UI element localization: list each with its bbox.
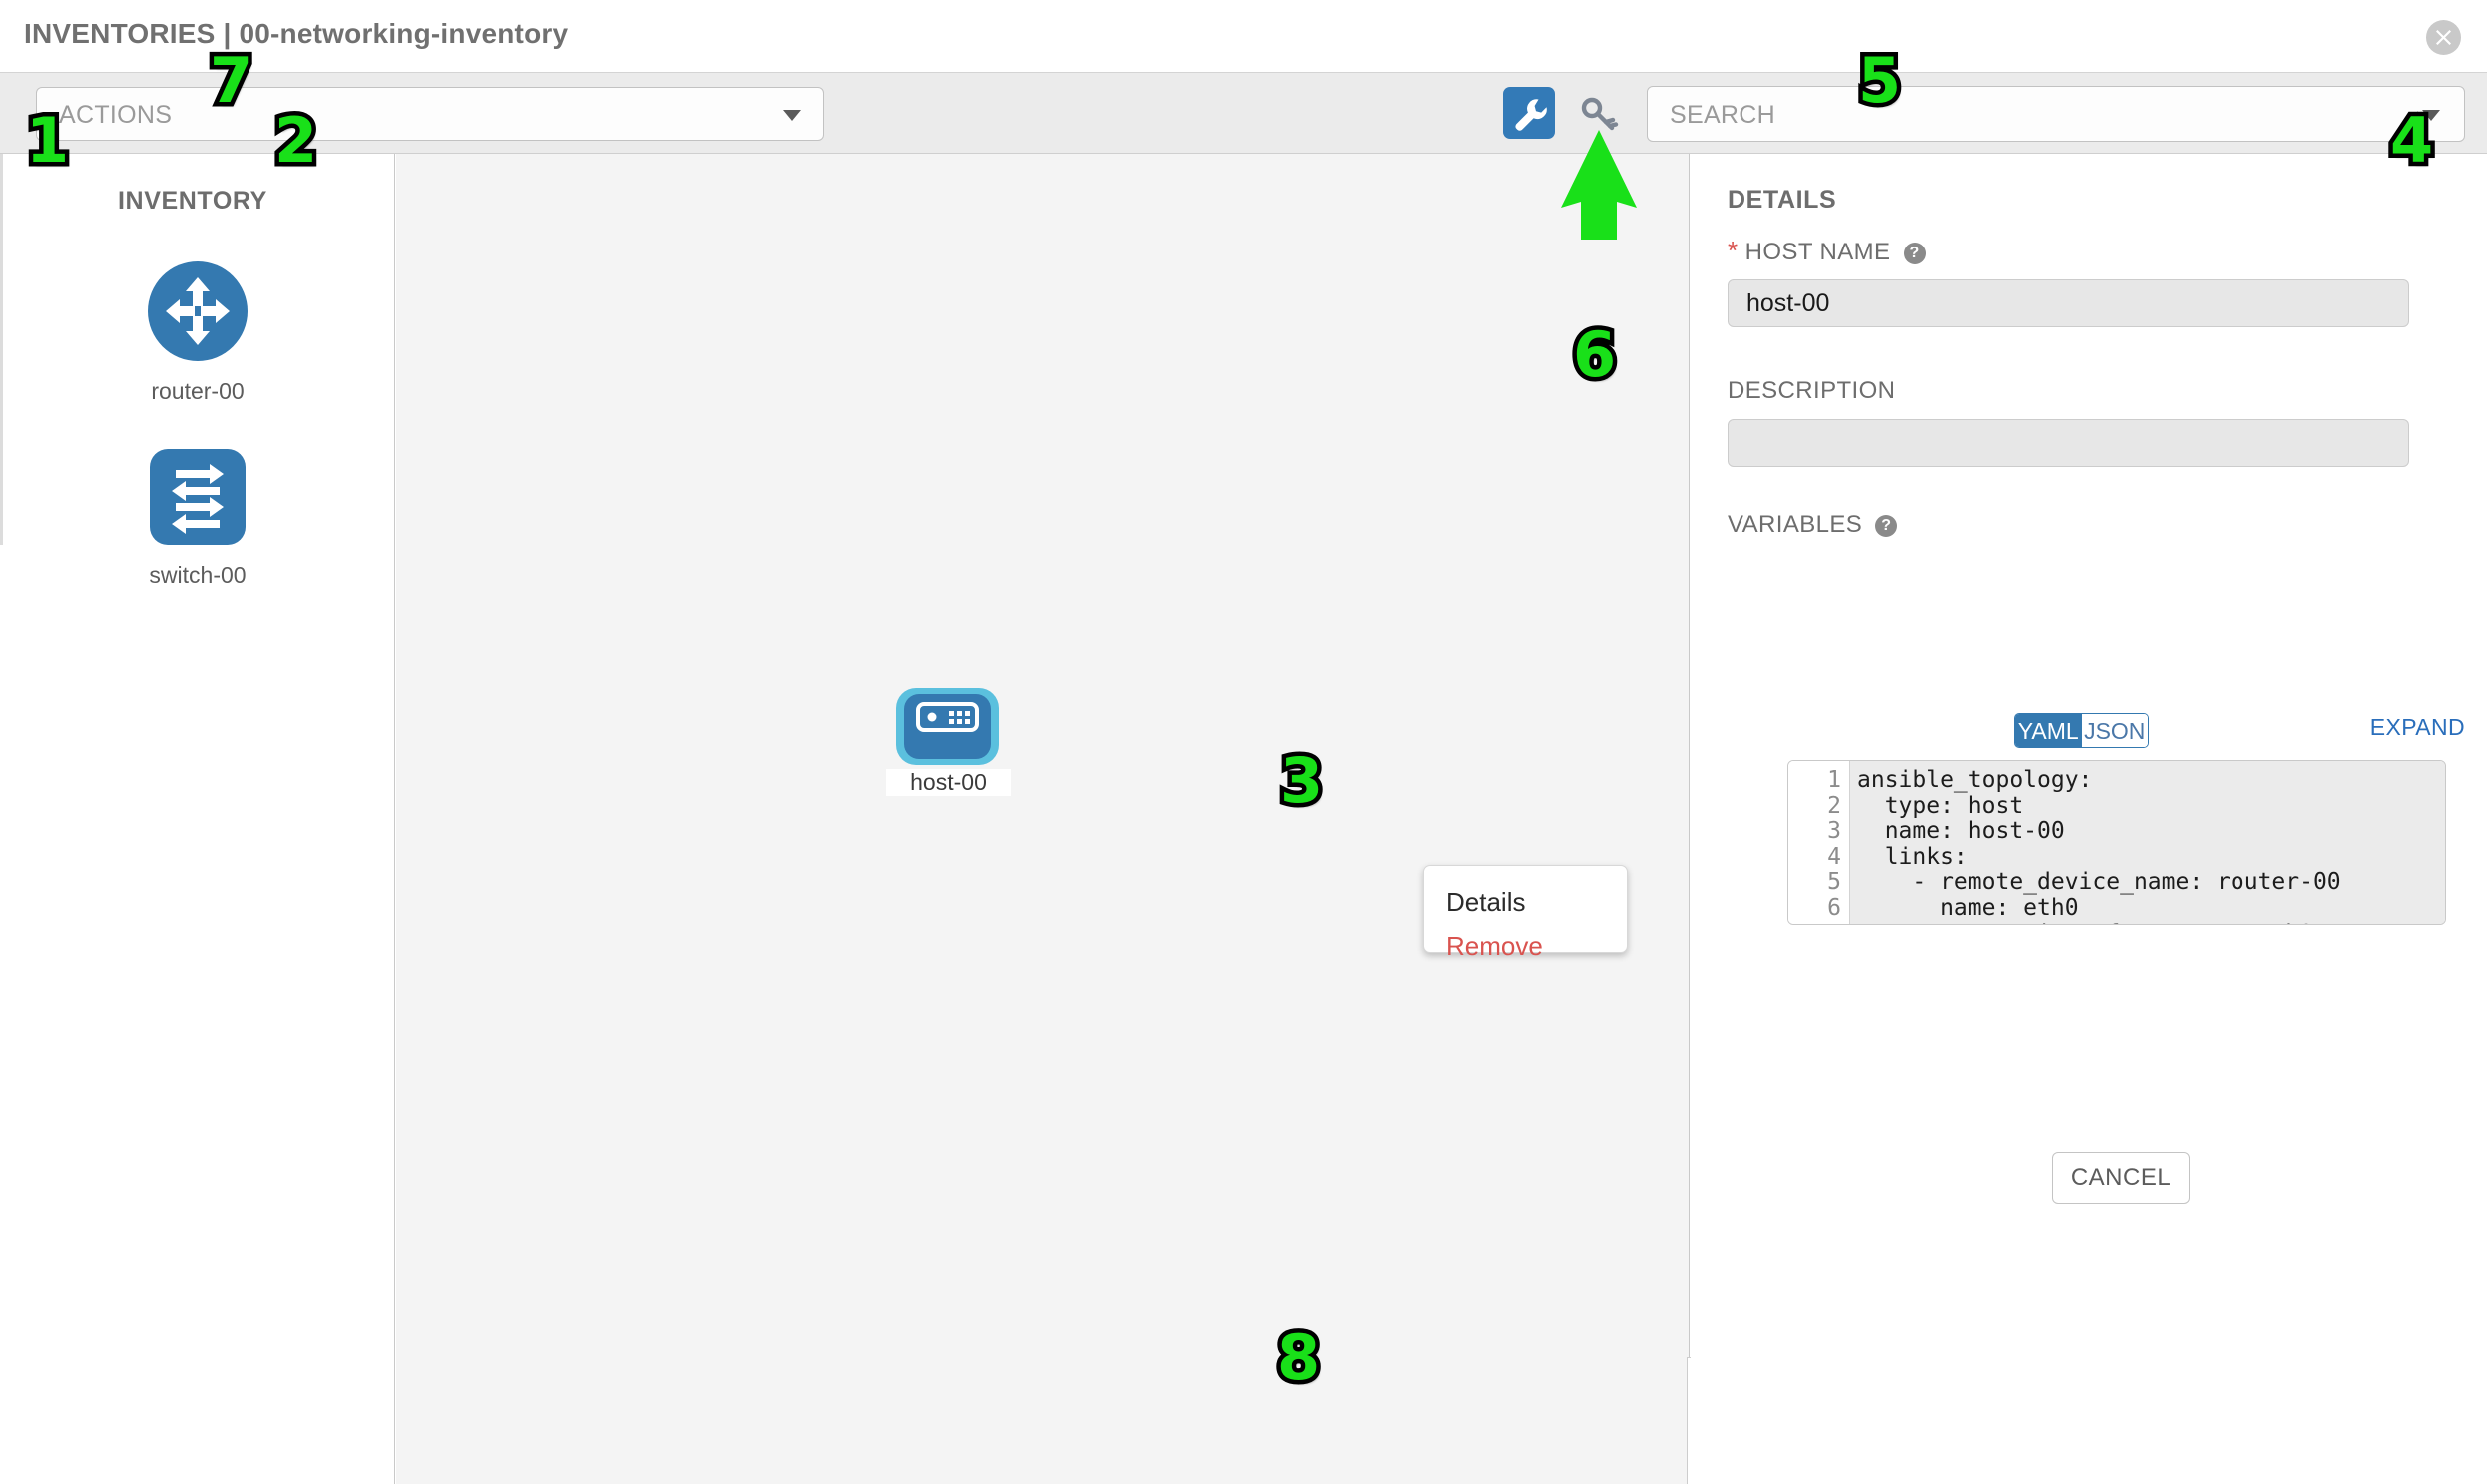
inventory-panel-title: INVENTORY — [118, 187, 267, 215]
inventory-item-router[interactable]: router-00 — [0, 261, 395, 405]
code-line: remote_interface_name: eth0 — [1857, 921, 2445, 924]
line-number: 5 — [1827, 869, 1841, 896]
line-number: 6 — [1827, 894, 1841, 921]
node-label: host-00 — [886, 769, 1011, 796]
search-placeholder-label: SEARCH — [1670, 101, 1775, 129]
canvas-node-host[interactable]: host-00 — [886, 688, 1011, 796]
chevron-down-icon — [783, 110, 801, 121]
wrench-icon[interactable] — [1503, 87, 1555, 139]
code-text-area[interactable]: ansible_topology: type: host name: host-… — [1850, 761, 2445, 924]
inventory-panel: INVENTORY — [0, 154, 395, 1484]
router-icon — [148, 261, 248, 366]
expand-link[interactable]: EXPAND — [2369, 714, 2465, 740]
actions-dropdown-label: ACTIONS — [59, 101, 173, 129]
help-icon[interactable]: ? — [1903, 243, 1926, 264]
code-line: type: host — [1857, 792, 2024, 819]
line-number: 1 — [1827, 767, 1841, 793]
variables-format-toggle: YAML JSON — [2014, 713, 2149, 748]
format-option-yaml[interactable]: YAML — [2015, 714, 2082, 747]
chevron-down-icon — [2422, 110, 2440, 121]
server-icon — [916, 702, 979, 737]
context-menu: Details Remove — [1423, 865, 1628, 961]
code-line: ansible_topology: — [1857, 767, 2093, 793]
code-gutter: 1 2 3 4 5 6 7 — [1788, 761, 1850, 924]
format-option-json[interactable]: JSON — [2081, 714, 2148, 747]
line-number: 3 — [1827, 818, 1841, 845]
help-icon[interactable]: ? — [1875, 515, 1898, 537]
key-icon[interactable] — [1575, 90, 1623, 138]
context-menu-item-details[interactable]: Details — [1446, 887, 1526, 917]
required-marker: * — [1728, 236, 1739, 265]
code-line: name: eth0 — [1857, 894, 2079, 921]
description-label: DESCRIPTION — [1728, 377, 1896, 404]
close-icon[interactable] — [2426, 20, 2461, 55]
host-name-label-text: HOST NAME — [1744, 239, 1891, 265]
body: INVENTORY — [0, 154, 2487, 1484]
topology-canvas[interactable]: host-00 Details Remove 120% — [396, 154, 2086, 1484]
context-menu-item-remove[interactable]: Remove — [1446, 931, 1543, 961]
variables-label: VARIABLES ? — [1728, 511, 1898, 539]
switch-icon — [150, 449, 246, 550]
cancel-button[interactable]: CANCEL — [2052, 1152, 2190, 1204]
code-line: links: — [1857, 843, 1968, 870]
code-line: - remote_device_name: router-00 — [1857, 869, 2341, 896]
line-number: 2 — [1827, 792, 1841, 819]
inventory-item-label: switch-00 — [149, 562, 247, 588]
inventory-item-switch[interactable]: switch-00 — [0, 449, 395, 589]
search-input[interactable]: SEARCH — [1647, 86, 2465, 142]
variables-code-editor[interactable]: 1 2 3 4 5 6 7 ansible_topology: type: ho… — [1787, 760, 2446, 925]
actions-dropdown[interactable]: ACTIONS — [36, 87, 824, 141]
description-field[interactable] — [1728, 419, 2409, 467]
inventory-scrollbar[interactable] — [0, 154, 3, 545]
host-name-label: * HOST NAME ? — [1728, 236, 1926, 266]
host-name-field[interactable]: host-00 — [1728, 279, 2409, 327]
line-number: 7 — [1788, 921, 1849, 924]
details-panel-title: DETAILS — [1728, 186, 1837, 214]
code-line: name: host-00 — [1857, 818, 2065, 845]
title-bar: INVENTORIES | 00-networking-inventory — [0, 0, 2487, 72]
line-number: 4 — [1827, 843, 1841, 870]
variables-label-text: VARIABLES — [1728, 511, 1863, 538]
page-title: INVENTORIES | 00-networking-inventory — [24, 18, 569, 49]
inventory-item-label: router-00 — [151, 378, 245, 404]
